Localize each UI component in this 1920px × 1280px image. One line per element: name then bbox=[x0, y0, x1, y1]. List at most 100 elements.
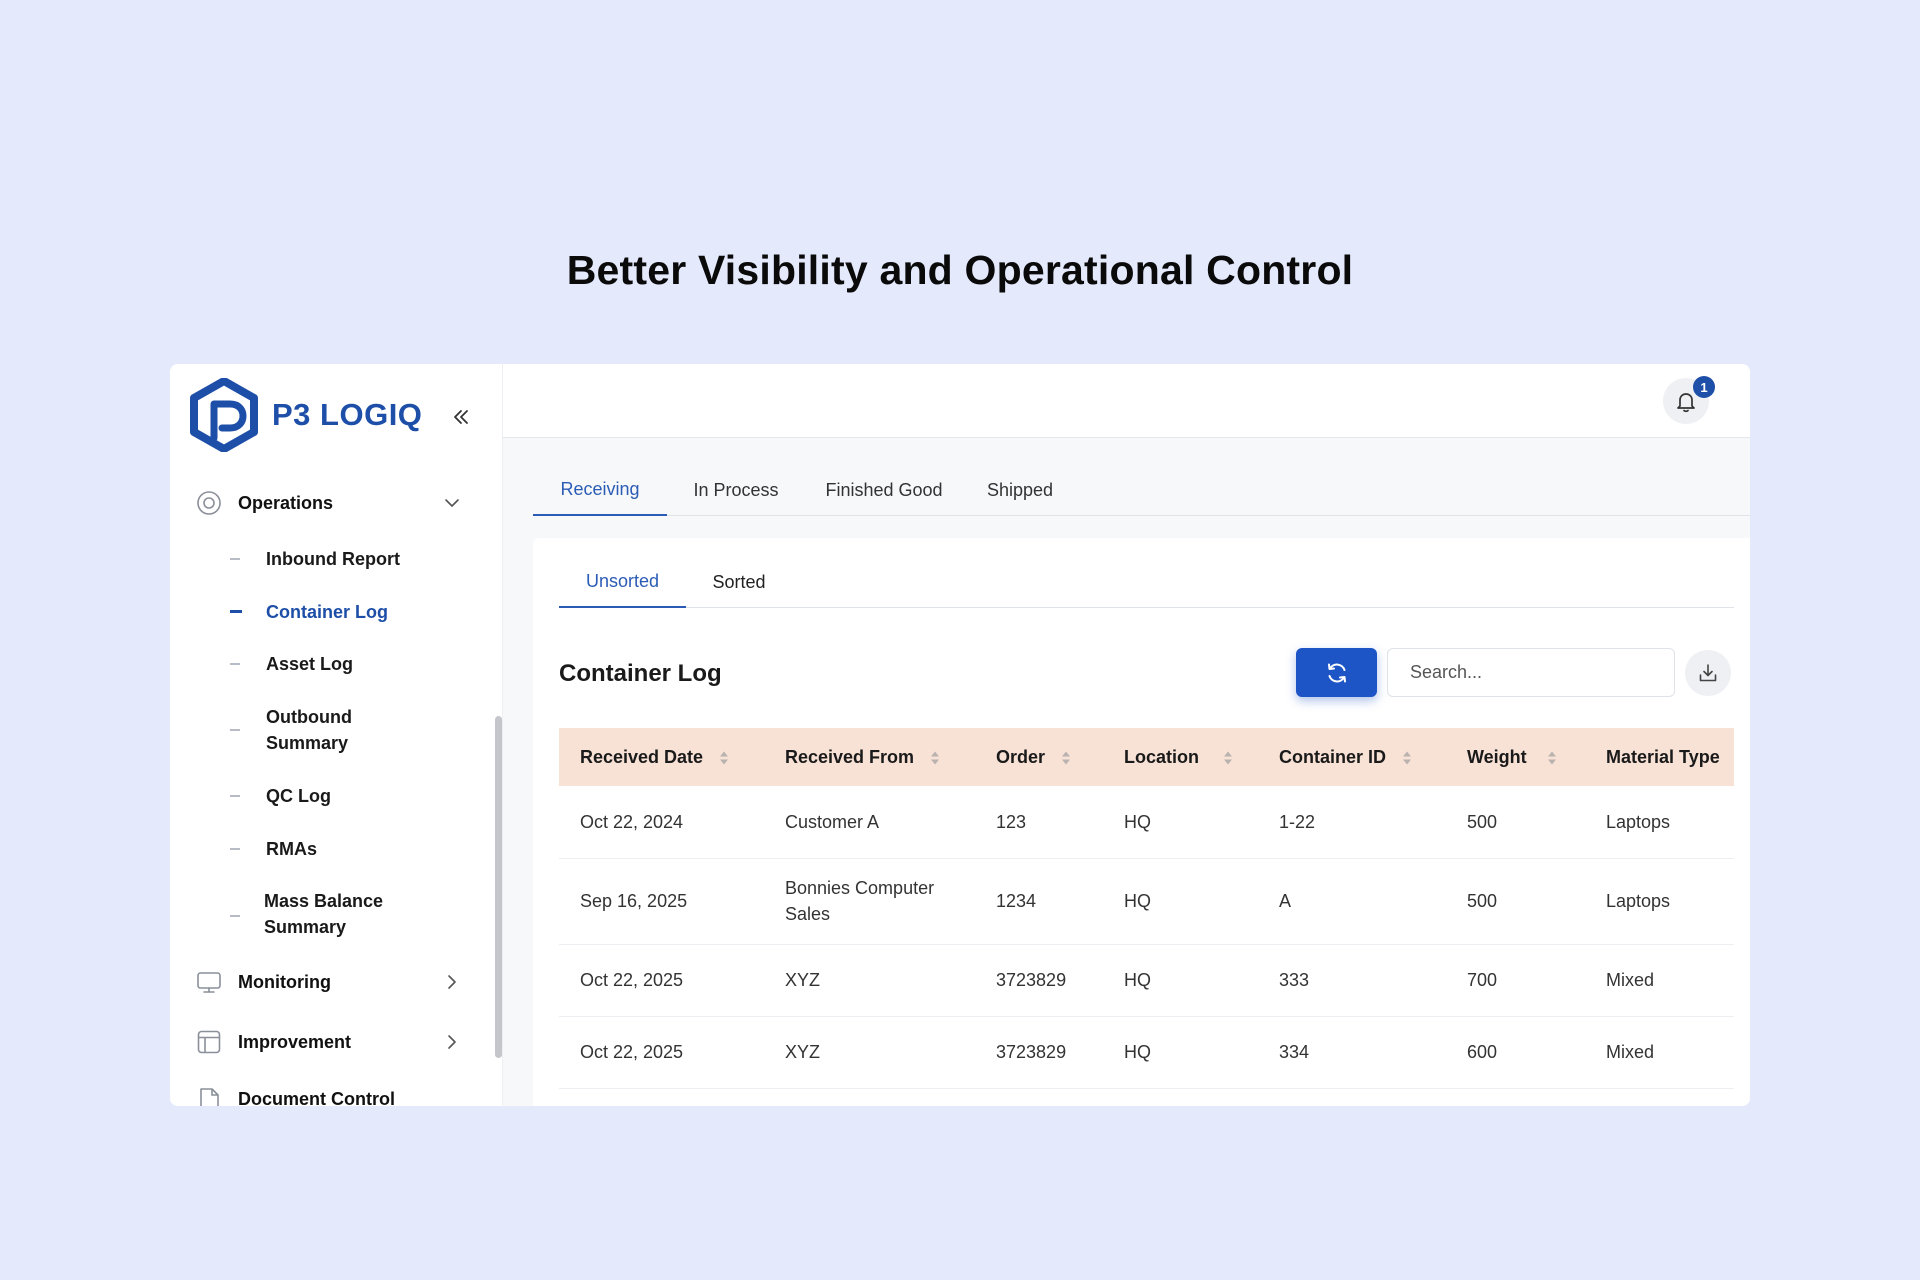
cell-order: 3723829 bbox=[975, 944, 1103, 1017]
cell-order: 1234 bbox=[975, 858, 1103, 945]
bullet-dash bbox=[230, 610, 242, 613]
column-header-label: Weight bbox=[1467, 746, 1527, 767]
main-content: 1 Receiving In Process Finished Good Shi… bbox=[503, 364, 1750, 1106]
sidebar-item-label: Outbound Summary bbox=[266, 707, 352, 753]
refresh-icon bbox=[1327, 663, 1346, 682]
document-icon bbox=[200, 1088, 219, 1106]
sidebar-item-rmas[interactable]: RMAs bbox=[230, 836, 480, 862]
cell-received-from: XYZ bbox=[764, 1016, 975, 1089]
column-header-label: Received Date bbox=[580, 746, 704, 767]
main-tabs: Receiving In Process Finished Good Shipp… bbox=[533, 464, 1750, 516]
sort-icon bbox=[1224, 751, 1232, 765]
sidebar-item-label: RMAs bbox=[266, 839, 318, 859]
sidebar-group-label: Operations bbox=[238, 492, 334, 513]
cell-material-type: Laptops bbox=[1585, 786, 1734, 859]
cell-location: HQ bbox=[1103, 786, 1258, 859]
download-button[interactable] bbox=[1685, 650, 1731, 696]
cell-received-from: Customer A bbox=[764, 786, 975, 859]
bullet-dash bbox=[230, 558, 240, 560]
brand-name: P3 LOGIQ bbox=[272, 397, 423, 432]
sidebar-item-asset-log[interactable]: Asset Log bbox=[230, 651, 480, 677]
notification-count-badge: 1 bbox=[1693, 376, 1715, 398]
search-input[interactable] bbox=[1387, 648, 1675, 697]
sort-icon bbox=[1062, 751, 1071, 765]
cell-material-type: Laptops bbox=[1585, 858, 1734, 945]
column-header-container-id[interactable]: Container ID bbox=[1258, 728, 1446, 786]
logo-icon bbox=[190, 378, 258, 452]
table-row[interactable]: Oct 22, 2025 XYZ 3723829 HQ 333 700 Mixe… bbox=[559, 944, 1734, 1017]
subtab-sorted[interactable]: Sorted bbox=[712, 571, 766, 592]
sidebar-group-document-control[interactable]: Document Control bbox=[170, 1071, 502, 1107]
cell-container-id: A bbox=[1258, 858, 1446, 945]
bullet-dash bbox=[230, 848, 240, 850]
cell-container-id: 1-22 bbox=[1258, 786, 1446, 859]
cell-weight: 700 bbox=[1446, 944, 1585, 1017]
sidebar-item-mass-balance-summary[interactable]: Mass Balance Summary bbox=[230, 888, 480, 940]
bullet-dash bbox=[230, 663, 240, 665]
sidebar-item-qc-log[interactable]: QC Log bbox=[230, 783, 480, 809]
column-header-material-type[interactable]: Material Type bbox=[1585, 728, 1734, 786]
sidebar-group-label: Document Control bbox=[238, 1088, 395, 1107]
download-icon bbox=[1699, 664, 1717, 682]
sidebar-item-container-log[interactable]: Container Log bbox=[230, 599, 480, 625]
column-header-order[interactable]: Order bbox=[975, 728, 1103, 786]
bullet-dash bbox=[230, 729, 240, 731]
collapse-sidebar-button[interactable] bbox=[448, 404, 474, 430]
sidebar-group-operations[interactable]: Operations bbox=[170, 475, 502, 531]
column-header-weight[interactable]: Weight bbox=[1446, 728, 1585, 786]
sidebar-item-inbound-report[interactable]: Inbound Report bbox=[230, 546, 480, 572]
tab-receiving[interactable]: Receiving bbox=[533, 464, 667, 516]
cell-location: HQ bbox=[1103, 858, 1258, 945]
sidebar-item-outbound-summary[interactable]: Outbound Summary bbox=[230, 704, 480, 756]
cell-received-date: Sep 16, 2025 bbox=[559, 858, 764, 945]
tab-shipped[interactable]: Shipped bbox=[986, 479, 1054, 500]
brand-logo[interactable]: P3 LOGIQ bbox=[188, 378, 422, 452]
sidebar-item-label: Asset Log bbox=[266, 654, 354, 674]
cell-order: 3723829 bbox=[975, 1016, 1103, 1089]
sidebar: P3 LOGIQ Operations Inbound Report Conta… bbox=[170, 364, 503, 1106]
column-header-label: Received From bbox=[785, 746, 915, 767]
cell-container-id: 333 bbox=[1258, 944, 1446, 1017]
subtab-unsorted[interactable]: Unsorted bbox=[559, 556, 686, 608]
monitor-icon bbox=[197, 972, 221, 993]
sort-icon bbox=[720, 751, 729, 765]
container-log-table: Received Date Received From Order Locati… bbox=[559, 728, 1734, 1089]
sidebar-item-label: Container Log bbox=[266, 602, 388, 622]
table-row[interactable]: Sep 16, 2025 Bonnies Computer Sales 1234… bbox=[559, 858, 1734, 945]
top-bar: 1 bbox=[503, 364, 1750, 438]
bullet-dash bbox=[230, 795, 240, 797]
cell-weight: 500 bbox=[1446, 858, 1585, 945]
column-header-label: Order bbox=[996, 746, 1046, 767]
sort-icon bbox=[1403, 751, 1412, 765]
cell-received-date: Oct 22, 2025 bbox=[559, 944, 764, 1017]
column-header-received-date[interactable]: Received Date bbox=[559, 728, 764, 786]
tab-finished-good[interactable]: Finished Good bbox=[825, 479, 943, 500]
sidebar-item-label: Mass Balance Summary bbox=[264, 891, 384, 937]
sub-tabs: Unsorted Sorted bbox=[559, 556, 1734, 608]
bullet-dash bbox=[230, 915, 240, 917]
cell-received-from: Bonnies Computer Sales bbox=[764, 858, 975, 945]
sidebar-scrollbar[interactable] bbox=[495, 716, 502, 1058]
column-header-label: Material Type bbox=[1606, 746, 1720, 767]
cell-weight: 500 bbox=[1446, 786, 1585, 859]
sidebar-group-monitoring[interactable]: Monitoring bbox=[170, 954, 502, 1010]
table-row[interactable]: Oct 22, 2025 XYZ 3723829 HQ 334 600 Mixe… bbox=[559, 1016, 1734, 1089]
cell-container-id: 334 bbox=[1258, 1016, 1446, 1089]
refresh-button[interactable] bbox=[1296, 648, 1377, 697]
sidebar-group-improvement[interactable]: Improvement bbox=[170, 1014, 502, 1070]
cell-material-type: Mixed bbox=[1585, 944, 1734, 1017]
column-header-received-from[interactable]: Received From bbox=[764, 728, 975, 786]
chevron-right-icon bbox=[448, 1035, 456, 1049]
sidebar-group-label: Improvement bbox=[238, 1031, 352, 1052]
chevron-down-icon bbox=[445, 499, 459, 507]
cell-order: 123 bbox=[975, 786, 1103, 859]
column-header-location[interactable]: Location bbox=[1103, 728, 1258, 786]
tab-in-process[interactable]: In Process bbox=[693, 479, 779, 500]
cell-received-from: XYZ bbox=[764, 944, 975, 1017]
hero-title: Better Visibility and Operational Contro… bbox=[566, 247, 1354, 293]
sidebar-item-label: QC Log bbox=[266, 786, 331, 806]
panel-title: Container Log bbox=[559, 660, 722, 687]
chevrons-left-icon bbox=[454, 410, 468, 424]
table-row[interactable]: Oct 22, 2024 Customer A 123 HQ 1-22 500 … bbox=[559, 786, 1734, 859]
sidebar-item-label: Inbound Report bbox=[266, 549, 400, 569]
